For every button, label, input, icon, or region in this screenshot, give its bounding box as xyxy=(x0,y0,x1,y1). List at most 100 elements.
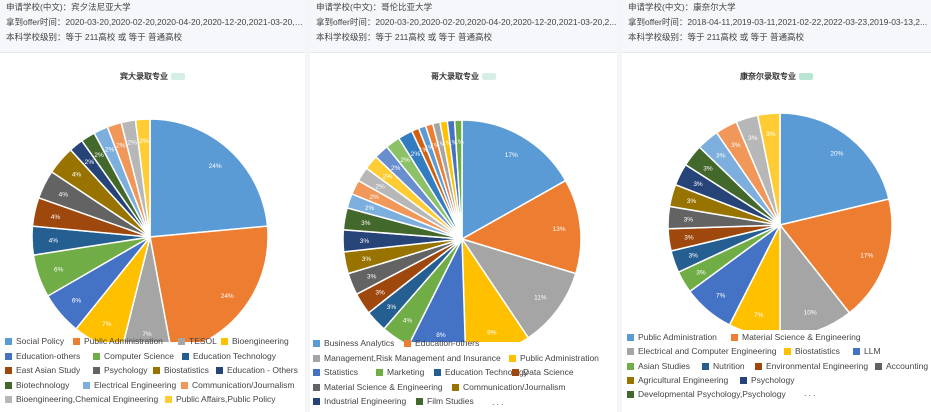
legend-item-6[interactable]: Education Technology xyxy=(182,351,276,361)
slice-label-13: 3% xyxy=(731,142,741,149)
pie-slice-2[interactable] xyxy=(779,222,851,330)
filter-level: 本科学校级别：等于 211高校 或 等于 普通高校 xyxy=(316,32,492,42)
slice-label-8: 3% xyxy=(684,216,694,223)
pie-slice-0[interactable] xyxy=(779,112,890,226)
legend-label: Business Analytics xyxy=(324,338,395,348)
legend-swatch xyxy=(5,381,12,389)
legend-item-6[interactable]: Education Technology xyxy=(434,367,528,377)
legend-item-11[interactable]: Developmental Psychology,Psychology xyxy=(627,389,786,399)
pie-slice-3[interactable] xyxy=(461,236,530,342)
slice-label-6: 3% xyxy=(689,253,699,260)
legend-item-4[interactable]: LLM xyxy=(853,346,881,356)
pie-slice-1[interactable] xyxy=(149,225,269,342)
legend-item-2[interactable]: Management,Risk Management and Insurance xyxy=(313,353,501,363)
pie-slice-25[interactable] xyxy=(453,119,463,240)
legend-item-8[interactable]: Psychology xyxy=(93,365,147,375)
legend-swatch xyxy=(165,396,172,403)
legend-more[interactable]: ... xyxy=(804,388,818,398)
legend-swatch xyxy=(313,383,320,391)
legend-item-11[interactable]: Biotechnology xyxy=(5,380,69,390)
legend-item-13[interactable]: Communication/Journalism xyxy=(181,380,295,390)
legend-item-1[interactable]: Education-others xyxy=(404,338,479,348)
legend-label: Education - Others xyxy=(227,365,298,375)
legend-item-14[interactable]: Bioengineering,Chemical Engineering xyxy=(5,394,158,404)
legend-item-9[interactable]: Agricultural Engineering xyxy=(627,375,728,385)
legend-item-15[interactable]: Public Affairs,Public Policy xyxy=(165,394,276,404)
filter-summary: 申请学校(中文)：宾夕法尼亚大学 拿到offer时间：2020-03-20,20… xyxy=(0,0,305,53)
slice-label-3: 7% xyxy=(754,312,764,319)
legend-item-10[interactable]: Psychology xyxy=(740,375,794,385)
chart-title: 康奈尔录取专业 xyxy=(622,71,931,82)
slice-label-18: 2% xyxy=(411,151,421,158)
legend-item-2[interactable]: Electrical and Computer Engineering xyxy=(627,346,776,356)
slice-label-1: 13% xyxy=(552,226,565,233)
slice-label-20: 1% xyxy=(425,145,435,152)
slice-label-10: 3% xyxy=(693,181,703,188)
legend-more[interactable]: ... xyxy=(492,397,506,407)
pie-slice-1[interactable] xyxy=(778,198,893,314)
legend-label: Public Affairs,Public Policy xyxy=(176,394,276,404)
legend-item-9[interactable]: Biostatistics xyxy=(153,365,209,375)
pie-chart-columbia: 17%13%11%9%8%4%3%3%3%3%3%3%2%2%2%2%2%2%2… xyxy=(342,119,582,342)
legend-label: Material Science & Engineering xyxy=(324,381,443,392)
legend-item-9[interactable]: Communication/Journalism xyxy=(452,382,566,392)
legend-item-8[interactable]: Material Science & Engineering xyxy=(313,382,443,392)
legend-label: Marketing xyxy=(387,367,425,377)
legend-swatch xyxy=(731,334,738,341)
legend-item-5[interactable]: Marketing xyxy=(376,367,424,377)
legend-swatch xyxy=(5,338,12,345)
pie-slice-0[interactable] xyxy=(149,118,269,238)
legend-item-5[interactable]: Computer Science xyxy=(93,351,174,361)
legend-item-12[interactable]: Electrical Engineering xyxy=(83,380,176,390)
slice-label-4: 8% xyxy=(436,332,446,339)
legend-item-2[interactable]: TESOL xyxy=(178,336,217,346)
pie-slice-0[interactable] xyxy=(461,119,567,241)
slice-label-21: 1% xyxy=(430,143,440,150)
slice-label-7: 3% xyxy=(684,235,694,242)
legend-item-0[interactable]: Public Administration xyxy=(627,332,717,342)
legend-label: Statistics xyxy=(324,367,359,377)
pie-slice-15[interactable] xyxy=(756,112,781,226)
legend-item-3[interactable]: Bioengineering xyxy=(221,336,289,346)
legend-item-6[interactable]: Nutrition xyxy=(702,361,745,371)
legend-item-0[interactable]: Social Policy xyxy=(5,336,64,346)
slice-label-15: 2% xyxy=(383,174,393,181)
legend-swatch xyxy=(181,381,188,389)
legend-item-11[interactable]: Film Studies xyxy=(416,396,474,406)
legend-item-3[interactable]: Biostatistics xyxy=(784,346,840,356)
legend-item-8[interactable]: Accounting xyxy=(875,361,928,371)
legend-item-1[interactable]: Public Administration xyxy=(73,336,163,346)
legend-item-7[interactable]: Environmental Engineering xyxy=(755,361,868,371)
filter-summary: 申请学校(中文)：哥伦比亚大学 拿到offer时间：2020-03-20,202… xyxy=(310,0,617,53)
legend-swatch xyxy=(313,369,320,376)
legend-swatch xyxy=(313,354,320,362)
legend-item-3[interactable]: Public Administration xyxy=(509,353,599,363)
slice-label-15: 2% xyxy=(139,138,149,145)
slice-label-4: 6% xyxy=(72,297,82,304)
title-badge xyxy=(482,73,496,81)
legend-item-7[interactable]: East Asian Study xyxy=(5,365,80,375)
pie-slice-15[interactable] xyxy=(134,118,151,238)
legend-item-7[interactable]: Data Science xyxy=(512,367,574,377)
legend-item-1[interactable]: Material Science & Engineering xyxy=(731,332,861,342)
legend-item-5[interactable]: Asian Studies xyxy=(627,361,690,371)
legend-item-10[interactable]: Industrial Engineering xyxy=(313,396,406,406)
legend-item-10[interactable]: Education - Others xyxy=(216,365,298,375)
pie-slice-2[interactable] xyxy=(460,237,577,339)
legend-upenn: Social Policy Public Administration TESOL B… xyxy=(5,336,305,412)
slice-label-7: 4% xyxy=(51,214,61,221)
legend-label: Education-others xyxy=(415,338,480,348)
legend-swatch xyxy=(875,362,882,370)
pie-slice-2[interactable] xyxy=(121,236,171,342)
legend-swatch xyxy=(216,367,223,374)
slice-label-1: 24% xyxy=(221,293,234,300)
legend-item-0[interactable]: Business Analytics xyxy=(313,338,394,348)
legend-swatch xyxy=(702,362,709,370)
pie-slice-1[interactable] xyxy=(460,179,582,275)
legend-label: Developmental Psychology,Psychology xyxy=(638,389,786,400)
legend-item-4[interactable]: Statistics xyxy=(313,367,358,377)
legend-label: Communication/Journalism xyxy=(192,379,295,390)
panel-cornell: 申请学校(中文)：康奈尔大学 拿到offer时间：2018-04-11,2019… xyxy=(622,0,931,412)
legend-item-4[interactable]: Education-others xyxy=(5,351,80,361)
legend-label: Biotechnology xyxy=(16,379,70,390)
